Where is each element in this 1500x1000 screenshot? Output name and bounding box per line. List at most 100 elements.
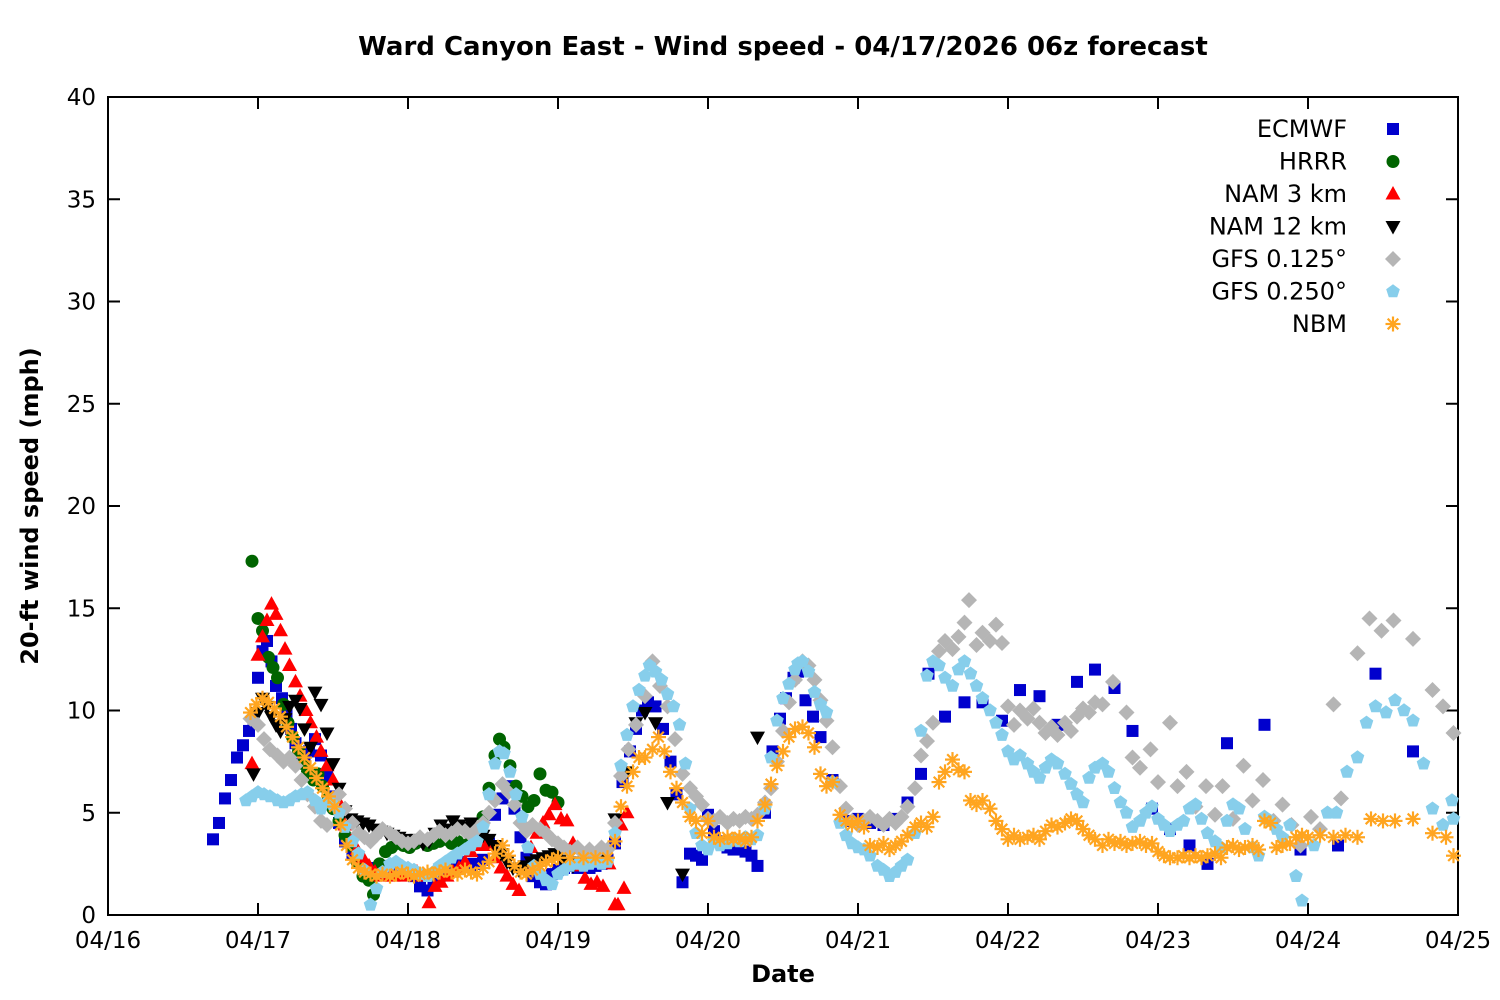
y-tick-label: 25 — [67, 392, 96, 418]
data-points — [207, 554, 1462, 911]
point-pentagon — [1113, 795, 1128, 809]
point-diamond — [1235, 757, 1252, 774]
point-pentagon — [1145, 799, 1159, 813]
point-triangle-down — [325, 758, 341, 772]
point-pentagon — [488, 756, 502, 770]
point-asterisk — [1012, 831, 1028, 847]
point-pentagon — [938, 670, 952, 684]
point-triangle-up — [250, 647, 266, 661]
point-circle — [271, 671, 284, 685]
point-diamond — [613, 767, 629, 784]
point-pentagon — [482, 787, 496, 801]
point-asterisk — [285, 729, 300, 745]
point-pentagon — [1406, 713, 1420, 727]
point-diamond — [1178, 763, 1195, 780]
point-triangle-up — [547, 796, 563, 811]
point-triangle-up — [457, 853, 473, 868]
point-asterisk — [619, 778, 635, 794]
point-pentagon — [957, 654, 972, 668]
point-asterisk — [1300, 829, 1316, 845]
point-pentagon — [807, 684, 822, 698]
point-asterisk — [1385, 316, 1401, 332]
point-asterisk — [315, 780, 330, 796]
point-square — [1089, 663, 1101, 676]
point-square — [751, 859, 764, 872]
point-asterisk — [1144, 835, 1160, 851]
point-asterisk — [279, 719, 294, 735]
point-diamond — [1244, 792, 1261, 809]
point-pentagon — [1176, 813, 1191, 827]
point-asterisk — [919, 819, 935, 835]
point-pentagon — [776, 691, 790, 705]
point-asterisk — [1350, 829, 1365, 845]
point-circle — [251, 611, 265, 625]
point-pentagon — [1368, 699, 1383, 713]
point-triangle-up — [319, 757, 335, 772]
point-pentagon — [1283, 817, 1297, 831]
point-pentagon — [678, 756, 693, 770]
point-pentagon — [683, 801, 697, 815]
legend-label-nam-12-km: NAM 12 km — [1209, 213, 1347, 241]
point-pentagon — [963, 666, 978, 680]
x-tick-label: 04/22 — [975, 928, 1041, 954]
point-pentagon — [1397, 703, 1411, 717]
point-pentagon — [1032, 770, 1047, 784]
point-diamond — [1142, 741, 1159, 758]
point-triangle-up — [277, 641, 293, 655]
point-diamond — [1105, 673, 1121, 690]
point-asterisk — [931, 774, 947, 790]
point-pentagon — [795, 654, 810, 668]
point-asterisk — [694, 825, 710, 841]
point-triangle-up — [244, 755, 260, 770]
point-square — [958, 696, 971, 709]
point-diamond — [1124, 749, 1141, 766]
point-pentagon — [839, 828, 853, 842]
point-pentagon — [1194, 811, 1209, 825]
point-triangle-up — [577, 870, 593, 884]
point-triangle-down — [288, 694, 303, 709]
point-pentagon — [503, 764, 517, 778]
point-diamond — [907, 780, 923, 797]
point-pentagon — [1388, 693, 1402, 707]
point-asterisk — [562, 850, 578, 866]
point-diamond — [1405, 630, 1421, 647]
point-square — [1183, 839, 1196, 852]
point-asterisk — [775, 743, 791, 759]
point-pentagon — [1013, 748, 1027, 762]
point-pentagon — [945, 678, 960, 692]
point-asterisk — [781, 729, 797, 745]
point-square — [231, 751, 243, 764]
point-triangle-up — [268, 606, 284, 620]
point-triangle-down — [250, 707, 266, 721]
point-pentagon — [1050, 756, 1065, 770]
point-square — [1332, 839, 1344, 852]
point-square — [1033, 690, 1046, 703]
point-pentagon — [920, 668, 934, 682]
point-asterisk — [273, 709, 288, 725]
x-tick-label: 04/25 — [1425, 928, 1491, 954]
point-diamond — [1118, 704, 1135, 721]
point-asterisk — [1251, 842, 1266, 858]
point-triangle-up — [288, 673, 303, 688]
point-triangle-up — [511, 882, 527, 896]
point-diamond — [1063, 722, 1079, 739]
point-diamond — [1349, 645, 1366, 662]
point-pentagon — [666, 699, 681, 713]
y-tick-label: 30 — [67, 290, 96, 316]
point-square — [219, 792, 231, 805]
point-asterisk — [1312, 827, 1328, 843]
point-pentagon — [1095, 756, 1110, 770]
point-diamond — [481, 804, 497, 821]
legend-label-gfs-0-125-: GFS 0.125° — [1211, 245, 1347, 273]
point-triangle-down — [637, 707, 653, 721]
series-gfs-0-125- — [242, 592, 1462, 862]
point-asterisk — [994, 821, 1010, 837]
point-pentagon — [1058, 766, 1072, 780]
point-pentagon — [1379, 705, 1393, 719]
series-nbm — [243, 690, 1461, 884]
point-square — [207, 833, 219, 846]
point-asterisk — [333, 817, 348, 833]
point-triangle-up — [309, 729, 324, 743]
